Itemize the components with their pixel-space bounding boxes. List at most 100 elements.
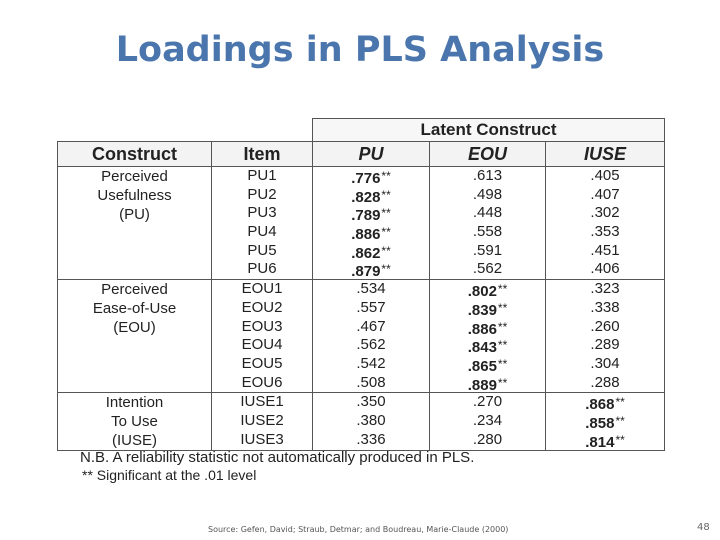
significance-marker: **: [615, 432, 625, 447]
loading-value-pu: .562: [313, 336, 429, 355]
loading-number: .843: [467, 339, 497, 357]
item-label: EOU3: [241, 317, 283, 335]
loading-value-eou: .613: [430, 167, 545, 186]
loading-number: .498: [472, 185, 503, 203]
significance-marker: **: [381, 262, 391, 277]
loading-column-pu: .776** .828** .789** .886** .862** .879**: [312, 166, 430, 281]
loading-value-eou: .280: [430, 431, 545, 450]
loading-number: .234: [472, 411, 503, 429]
item-label: PU6: [247, 260, 277, 278]
page-number: 48: [697, 522, 710, 533]
construct-name-line: To Use: [111, 413, 158, 431]
loading-value-pu: .776**: [313, 167, 429, 187]
significance-marker: **: [381, 206, 391, 221]
loadings-table-container: Latent Construct Construct Item PU EOU I…: [57, 118, 666, 452]
significance-marker: **: [381, 169, 391, 183]
loading-value-eou: .558: [430, 223, 545, 242]
column-header-eou: EOU: [429, 141, 546, 167]
construct-name-line: Usefulness: [97, 187, 172, 204]
loading-number: .886: [467, 320, 497, 338]
construct-name: Perceived Usefulness (PU): [57, 166, 212, 281]
loading-value-eou: .843**: [430, 336, 545, 357]
loading-column-iuse: .405.407.302.353.451.406: [544, 166, 666, 281]
loading-number: .814: [585, 433, 615, 451]
loading-value-iuse: .302: [546, 204, 664, 223]
loading-number: .288: [590, 373, 620, 391]
loadings-table: Latent Construct Construct Item PU EOU I…: [57, 118, 666, 452]
construct-group: Perceived Usefulness (PU) PU1 PU2 PU3 PU4 PU5 PU…: [57, 166, 666, 281]
latent-construct-header: Latent Construct: [311, 118, 666, 142]
loading-number: .380: [356, 411, 386, 429]
construct-name-line: (EOU): [113, 319, 156, 337]
loading-value-iuse: .868**: [546, 393, 664, 413]
item-column-cell: EOU1 EOU2 EOU3 EOU4 EOU5 EOU6: [211, 279, 313, 394]
column-header-pu: PU: [312, 141, 430, 167]
item-label: EOU6: [241, 373, 283, 391]
loading-value-pu: .542: [313, 355, 429, 374]
loading-value-eou: .448: [430, 204, 545, 223]
significance-marker: **: [497, 338, 508, 353]
loading-value-pu: .380: [313, 412, 429, 431]
loading-value-pu: .534: [313, 280, 429, 299]
loading-value-iuse: .353: [546, 223, 664, 242]
item-label: PU2: [247, 185, 277, 203]
loading-value-pu: .886**: [313, 223, 429, 244]
loading-number: .338: [590, 298, 620, 316]
loading-number: .789: [351, 207, 381, 225]
item-label: IUSE3: [240, 430, 284, 448]
loading-value-pu: .828**: [313, 186, 429, 206]
loading-number: .270: [472, 393, 503, 411]
construct-name-line: Ease-of-Use: [92, 300, 177, 318]
loading-value-iuse: .405: [546, 167, 664, 186]
loading-number: .828: [351, 188, 381, 206]
construct-group: Intention To Use (IUSE) IUSE1 IUSE2 IUSE3.350…: [57, 392, 666, 452]
loading-number: .451: [590, 241, 620, 259]
loading-number: .591: [472, 241, 503, 259]
loading-number: .558: [472, 223, 503, 241]
construct-name-line: Perceived: [101, 168, 168, 185]
significance-marker: **: [381, 187, 391, 202]
slide-title: Loadings in PLS Analysis: [115, 30, 605, 70]
loading-value-eou: .886**: [430, 318, 545, 338]
loading-number: .406: [590, 260, 620, 278]
loading-value-pu: .508: [313, 374, 429, 393]
loading-number: .879: [351, 263, 381, 281]
significance-marker: **: [615, 413, 625, 428]
significance-marker: **: [497, 356, 508, 371]
loading-value-eou: .802**: [430, 280, 545, 301]
note-reliability: N.B. A reliability statistic not automat…: [80, 449, 475, 466]
loading-value-iuse: .407: [546, 186, 664, 205]
loading-value-pu: .862**: [313, 242, 429, 262]
construct-name: Intention To Use (IUSE): [57, 392, 212, 452]
loading-number: .353: [590, 223, 620, 241]
loading-number: .280: [472, 430, 503, 448]
item-label: EOU4: [241, 336, 283, 354]
loading-value-eou: .234: [430, 412, 545, 431]
construct-name: Perceived Ease-of-Use (EOU): [57, 279, 212, 394]
construct-group: Perceived Ease-of-Use (EOU) EOU1 EOU2 EOU3 EOU…: [57, 279, 666, 394]
source-citation: Source: Gefen, David; Straub, Detmar; an…: [208, 525, 509, 534]
item-label: EOU1: [241, 280, 283, 298]
loading-number: .542: [356, 354, 386, 372]
loading-number: .802: [467, 283, 497, 301]
loading-column-eou: .613.498.448.558.591.562: [429, 166, 546, 281]
loading-number: .886: [351, 226, 381, 244]
loading-number: .336: [356, 430, 386, 448]
loading-value-iuse: .858**: [546, 412, 664, 432]
loading-value-pu: .336: [313, 431, 429, 450]
loading-value-iuse: .323: [546, 280, 664, 299]
significance-marker: **: [497, 282, 508, 297]
loading-column-pu: .534.557 .467.562.542 .508: [312, 279, 430, 394]
loading-value-eou: .865**: [430, 355, 545, 375]
loading-number: .557: [356, 298, 386, 316]
loading-number: .865: [467, 357, 497, 375]
loading-value-iuse: .451: [546, 242, 664, 261]
loading-value-eou: .562: [430, 260, 545, 279]
loading-value-iuse: .289: [546, 336, 664, 355]
note-significance: ** Significant at the .01 level: [82, 467, 257, 483]
significance-marker: **: [615, 395, 625, 410]
loading-value-iuse: .288: [546, 374, 664, 393]
loading-number: .304: [590, 354, 620, 372]
loading-value-pu: .467: [313, 318, 429, 337]
loading-number: .350: [356, 393, 386, 411]
